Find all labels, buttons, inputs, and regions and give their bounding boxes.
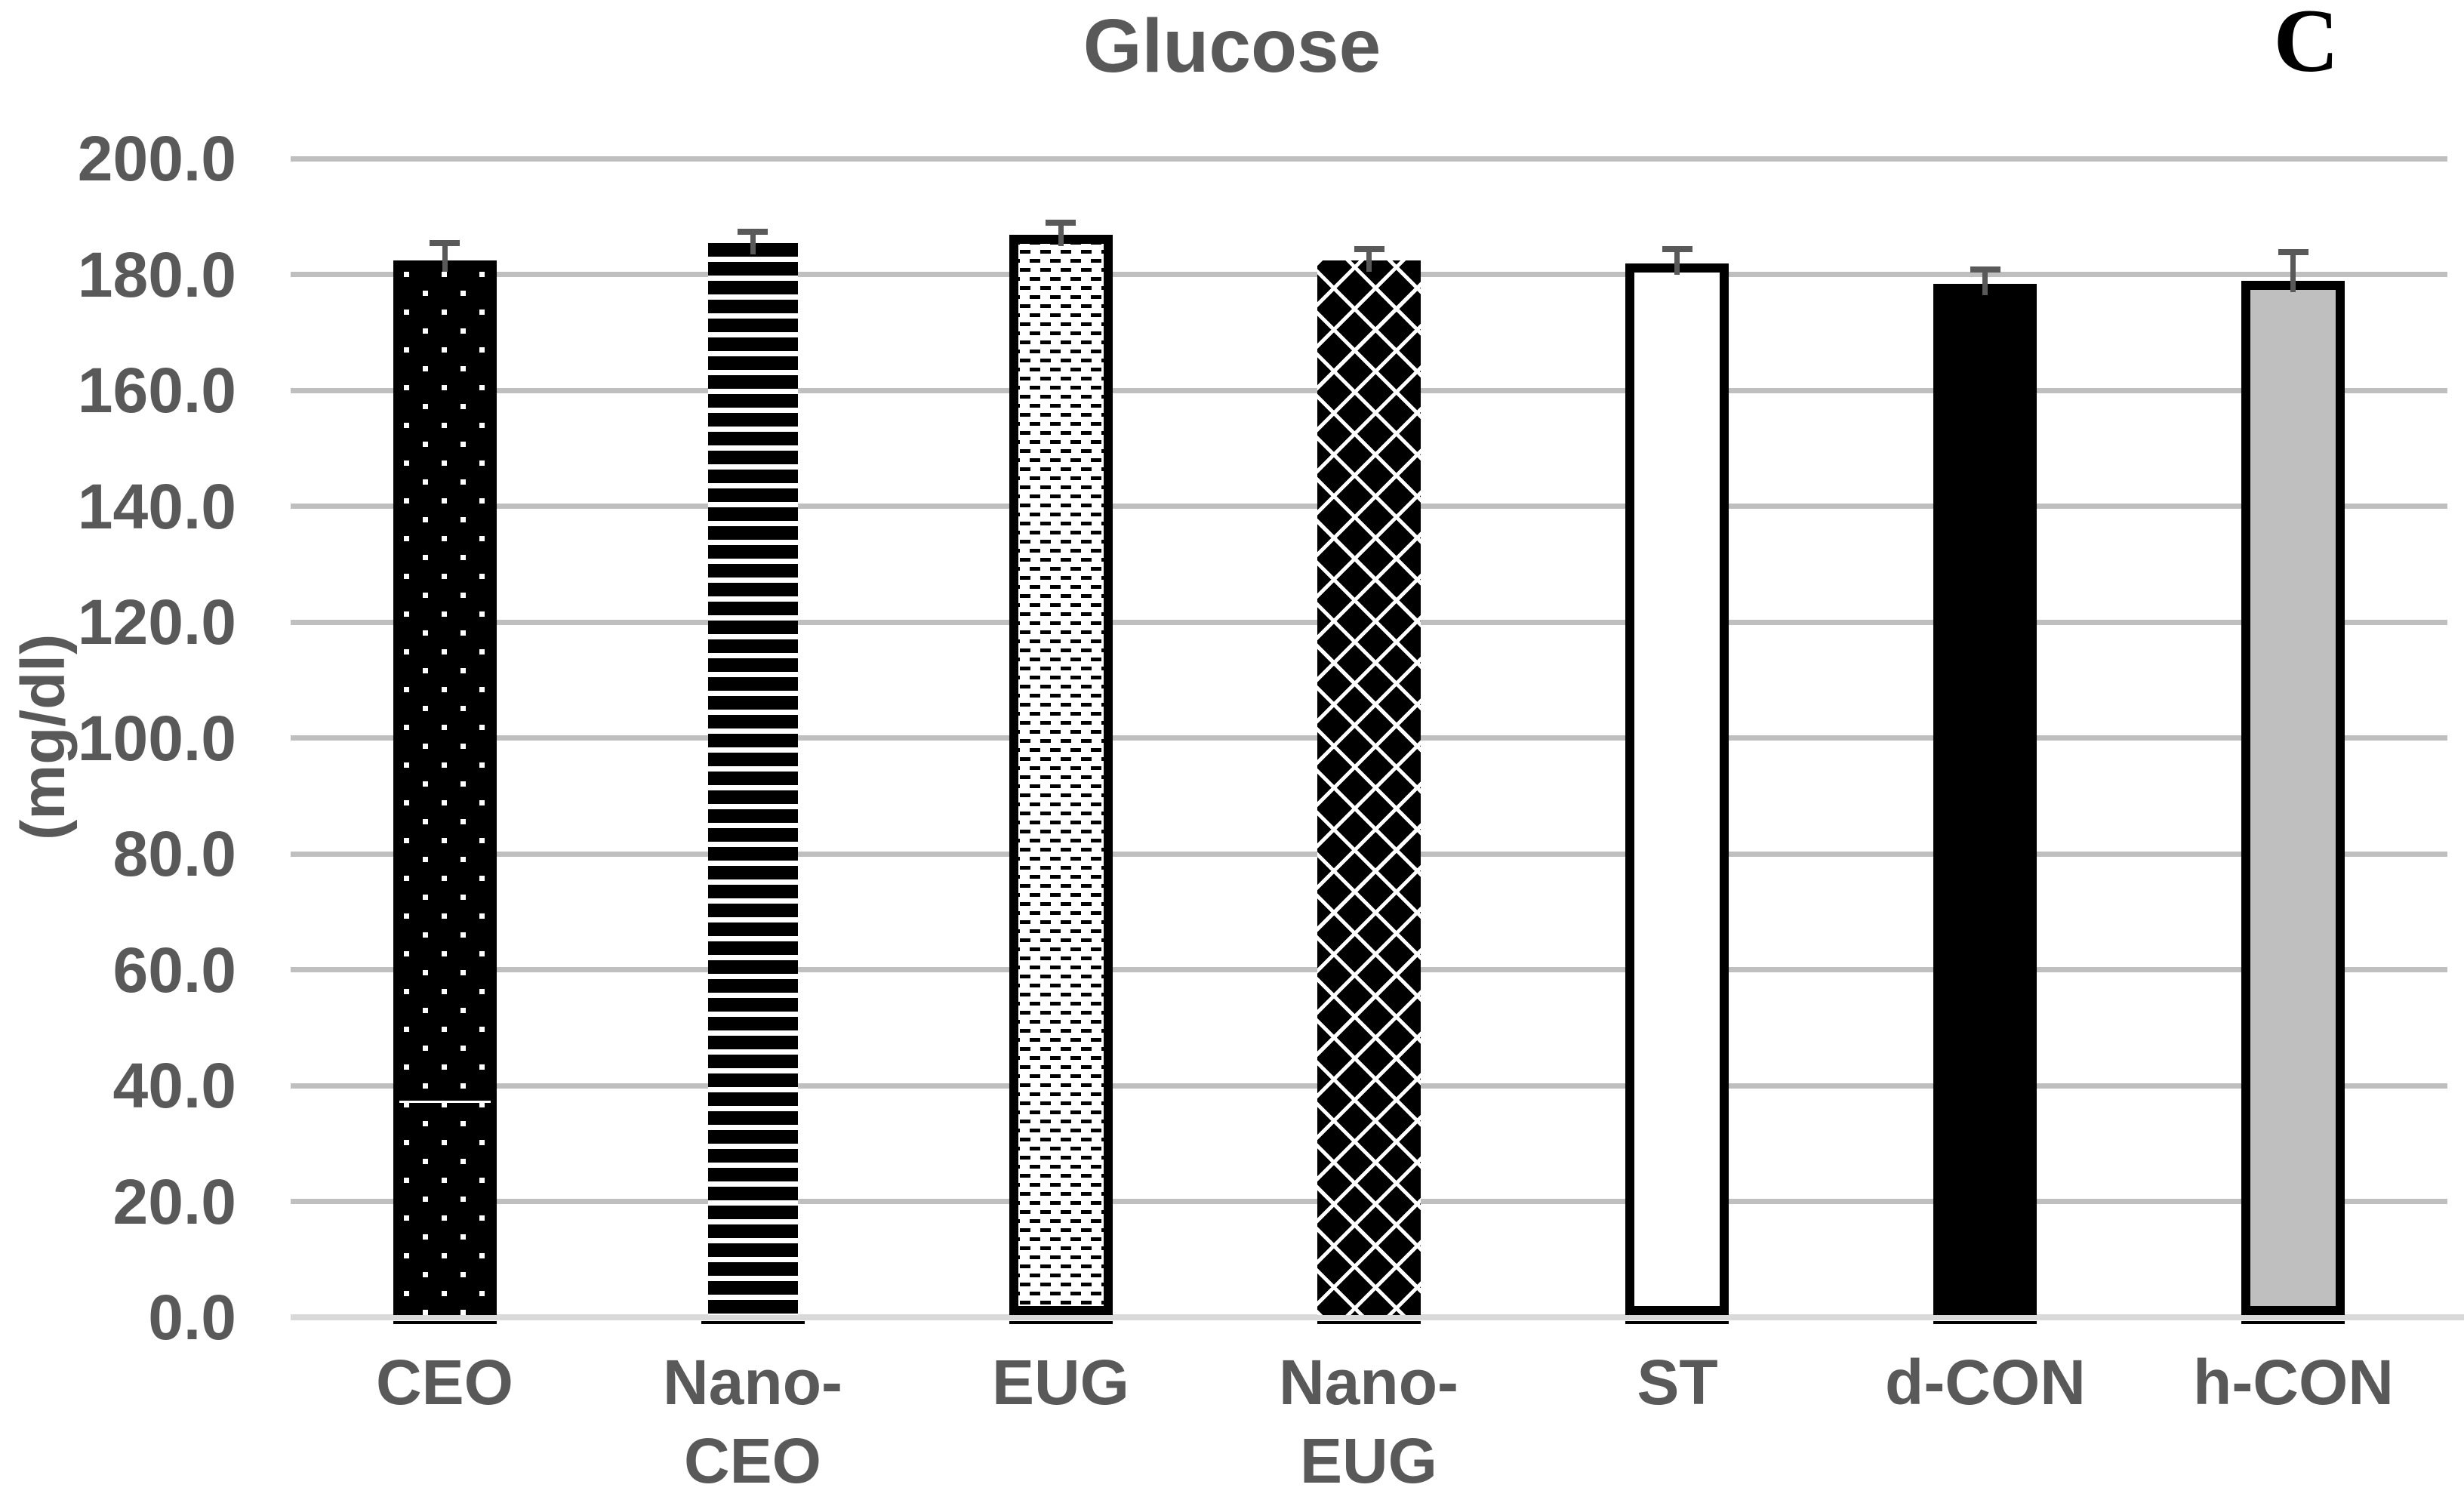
category-label-h-CON: h-CON <box>2193 1347 2394 1418</box>
category-label-EUG: EUG <box>991 1347 1130 1418</box>
error-bar-cap <box>430 240 460 246</box>
bar-CEO <box>393 260 497 1315</box>
error-bar-cap <box>738 229 768 235</box>
y-tick-label: 200.0 <box>77 123 236 194</box>
error-bar-cap <box>2278 249 2308 255</box>
category-label-Nano-EUG: Nano-EUG <box>1279 1347 1458 1496</box>
error-bar-stem <box>2290 252 2296 292</box>
error-bar-stem <box>1366 249 1372 272</box>
bar-d-CON <box>1933 284 2037 1315</box>
y-tick-label: 180.0 <box>77 239 236 310</box>
error-bar-cap <box>1662 246 1692 252</box>
y-tick-label: 80.0 <box>112 818 237 889</box>
bar-underline <box>393 1321 497 1324</box>
y-tick-label: 20.0 <box>112 1166 237 1237</box>
bar-underline <box>1317 1321 1421 1324</box>
y-tick-label: 40.0 <box>112 1050 237 1121</box>
ceo-bar-inner-line <box>399 1101 491 1103</box>
bar-underline <box>2241 1321 2345 1324</box>
chart-title: Glucose <box>1083 4 1381 88</box>
category-label-d-CON: d-CON <box>1885 1347 2086 1418</box>
y-tick-label: 140.0 <box>77 471 236 542</box>
y-tick-label: 60.0 <box>112 935 237 1006</box>
y-tick-label: 120.0 <box>77 587 236 658</box>
error-bar-stem <box>1674 249 1680 275</box>
category-label-Nano-CEO: Nano-CEO <box>663 1347 842 1496</box>
gridline <box>291 156 2447 162</box>
error-bar-stem <box>1982 270 1988 295</box>
bar-ST <box>1625 263 1729 1315</box>
panel-label-c: C <box>2273 0 2339 91</box>
category-label-CEO: CEO <box>375 1347 514 1418</box>
plot-area: 0.0 20.0 40.0 60.0 80.0 100.0 120.0 140.0 160.0 1… <box>77 123 2464 1496</box>
y-tick-label: 0.0 <box>148 1282 236 1353</box>
bar-underline <box>1009 1321 1113 1324</box>
bar-underline <box>1933 1321 2037 1324</box>
y-tick-label: 160.0 <box>77 355 236 426</box>
error-bar-stem <box>1058 223 1064 246</box>
category-label-ST: ST <box>1637 1347 1718 1418</box>
bar-Nano-EUG <box>1317 260 1421 1315</box>
error-bar-cap <box>1354 246 1384 252</box>
bar-underline <box>701 1321 805 1324</box>
y-tick-label: 100.0 <box>77 703 236 774</box>
error-bar-stem <box>442 243 448 272</box>
error-bar-stem <box>750 232 756 254</box>
error-bar-cap <box>1970 266 2000 273</box>
bar-EUG <box>1009 235 1113 1315</box>
bar-Nano-CEO <box>701 243 805 1315</box>
bar-underline <box>1625 1321 1729 1324</box>
x-axis-line <box>291 1314 2464 1320</box>
glucose-bar-chart: Glucose C (mg/dl) 0.0 20.0 40.0 60.0 80.0 100… <box>9 0 2464 1496</box>
bar-h-CON <box>2241 281 2345 1315</box>
error-bar-cap <box>1046 220 1076 226</box>
